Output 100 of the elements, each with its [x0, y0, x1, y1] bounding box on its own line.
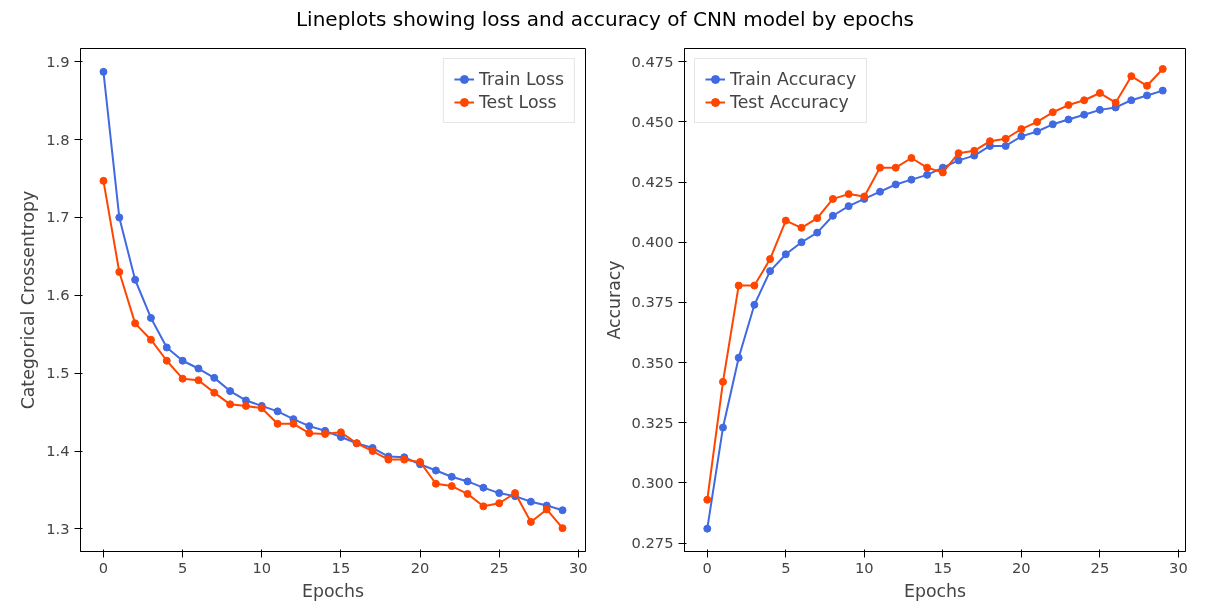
y-tick-label: 0.300 [631, 473, 674, 491]
point [734, 353, 743, 362]
y-tick-label: 1.7 [46, 208, 70, 226]
point [131, 275, 140, 284]
x-tick-label: 30 [1169, 558, 1188, 576]
y-axis-title: Categorical Crossentropy [18, 190, 39, 410]
y-tick-label: 1.8 [46, 130, 70, 148]
point [923, 170, 932, 179]
point [146, 335, 155, 344]
point [844, 190, 853, 199]
x-tick-label: 10 [252, 558, 272, 576]
point [99, 67, 108, 76]
point [289, 419, 298, 428]
x-tick-label: 25 [489, 558, 509, 576]
point [1127, 96, 1136, 105]
point [766, 255, 775, 264]
x-axis-title: Epochs [903, 580, 967, 601]
point [1095, 89, 1104, 98]
point [1017, 132, 1026, 141]
point [305, 422, 314, 431]
point [479, 483, 488, 492]
point [542, 505, 551, 514]
point [178, 374, 187, 383]
legend-label: Test Accuracy [730, 92, 849, 112]
point [891, 163, 900, 172]
point [146, 313, 155, 322]
point [703, 524, 712, 533]
point [1033, 127, 1042, 136]
chart-title: Lineplots showing loss and accuracy of CNN model by epochs [295, 6, 915, 33]
y-tick-label: 0.325 [631, 413, 674, 431]
point [162, 356, 171, 365]
y-tick-label: 1.4 [46, 442, 70, 460]
point [985, 137, 994, 146]
x-tick-label: 0 [702, 558, 712, 576]
point [558, 524, 567, 533]
point [703, 495, 712, 504]
x-axis-title: Epochs [301, 580, 365, 601]
point [526, 517, 535, 526]
point [336, 428, 345, 437]
legend-label: Train Accuracy [730, 69, 857, 89]
point [115, 213, 124, 222]
y-tick-label: 0.450 [631, 112, 674, 130]
point [1127, 72, 1136, 81]
point [954, 156, 963, 165]
point [1001, 134, 1010, 143]
y-tick-label: 0.400 [631, 233, 674, 251]
y-axis-title: Accuracy [603, 260, 624, 340]
point [1064, 101, 1073, 110]
legend-label: Train Loss [478, 69, 564, 89]
point [1143, 81, 1152, 90]
y-tick-label: 1.9 [46, 52, 70, 70]
point [1158, 64, 1167, 73]
point [907, 154, 916, 162]
point [734, 281, 743, 290]
point [876, 187, 885, 196]
point [797, 238, 806, 247]
x-tick-label: 15 [933, 558, 953, 576]
point [273, 419, 282, 428]
x-tick-label: 10 [855, 558, 874, 576]
point [813, 228, 822, 237]
point [194, 364, 203, 373]
x-tick-label: 15 [331, 558, 351, 576]
point [718, 423, 727, 432]
x-tick-label: 30 [569, 558, 588, 576]
point [273, 407, 282, 416]
point [131, 319, 140, 328]
point [923, 163, 932, 172]
point [210, 373, 219, 382]
x-tick-label: 20 [1012, 558, 1031, 576]
point [305, 429, 314, 438]
point [907, 175, 916, 184]
point [1064, 115, 1073, 124]
x-tick-label: 5 [177, 558, 188, 576]
point [194, 376, 203, 385]
y-tick-label: 1.6 [46, 286, 70, 304]
point [1095, 105, 1104, 114]
point [1048, 120, 1057, 129]
point [1080, 110, 1089, 119]
point [99, 176, 108, 185]
point [1048, 108, 1057, 117]
point [558, 506, 567, 515]
point [210, 388, 219, 397]
point [178, 356, 187, 365]
point [781, 216, 790, 225]
y-tick-label: 0.425 [631, 173, 674, 191]
point [954, 149, 963, 158]
point [718, 377, 727, 386]
point [463, 489, 472, 498]
point [1111, 98, 1120, 107]
point [828, 194, 837, 203]
x-tick-label: 0 [98, 558, 109, 576]
point [876, 163, 885, 172]
point [447, 472, 456, 481]
point [797, 223, 806, 232]
point [1080, 96, 1089, 105]
point [828, 211, 837, 220]
point [970, 146, 979, 155]
point [1143, 91, 1152, 100]
point [938, 168, 947, 177]
y-tick-label: 0.475 [631, 52, 674, 70]
